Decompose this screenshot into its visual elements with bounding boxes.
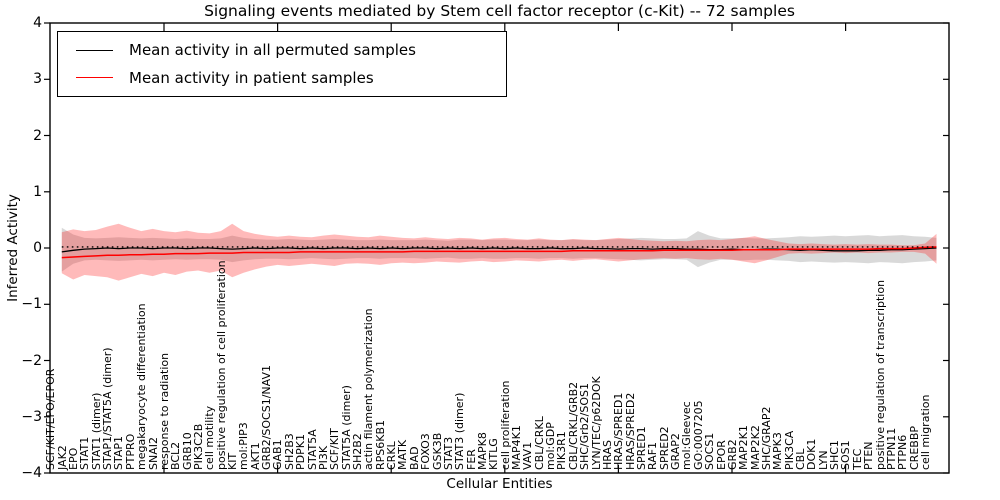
y-tick-label: 0 xyxy=(33,240,42,256)
x-category-label: SOCS1 xyxy=(703,432,717,470)
x-category-label: GRB10 xyxy=(180,432,194,470)
patient-mean-line xyxy=(61,246,937,259)
x-category-label: MAPK3 xyxy=(771,432,785,470)
x-category-label: JAK2 xyxy=(55,445,69,470)
x-category-label: VAV1 xyxy=(521,441,535,470)
x-category-label: cell migration xyxy=(919,394,932,470)
y-tick-label: −1 xyxy=(21,296,42,313)
x-category-label: CREBBP xyxy=(907,426,921,470)
x-category-label: HRAS/SPRED2 xyxy=(623,392,637,470)
x-category-label: positive regulation of cell proliferatio… xyxy=(214,260,228,470)
x-category-label: actin filament polymerization xyxy=(362,308,376,470)
x-category-label: GSK3B xyxy=(430,432,444,470)
legend-label-patient: Mean activity in patient samples xyxy=(129,68,374,87)
x-category-label: STAT1 xyxy=(78,436,92,470)
x-category-label: GAB1 xyxy=(271,439,285,470)
x-category-label: MAP2K2 xyxy=(748,425,762,470)
legend-line-permuted-icon xyxy=(76,49,113,51)
x-category-label: STAT5A xyxy=(305,429,319,470)
y-tick-label: −2 xyxy=(21,352,42,369)
x-category-label: MATK xyxy=(396,439,410,470)
x-axis-label: Cellular Entities xyxy=(446,476,553,492)
legend: Mean activity in all permuted samples Me… xyxy=(57,31,507,97)
x-category-label: PDPK1 xyxy=(294,434,308,470)
x-category-label: FER xyxy=(464,449,478,470)
x-category-label: STAP1 xyxy=(112,435,126,470)
y-tick-label: −3 xyxy=(21,408,42,425)
y-tick-label: 1 xyxy=(33,183,42,200)
y-tick-label: 2 xyxy=(33,127,42,144)
patient-band xyxy=(61,223,937,281)
x-category-label: STAT3 (dimer) xyxy=(453,392,467,470)
x-category-label: SCF/KIT/EPO/EPOR xyxy=(44,368,58,470)
x-category-label: mol:PIP3 xyxy=(237,422,251,470)
legend-item-permuted: Mean activity in all permuted samples xyxy=(58,41,506,59)
y-tick-label: −4 xyxy=(21,465,42,481)
x-category-label: FOXO3 xyxy=(419,433,433,470)
x-category-label: STAT5A (dimer) xyxy=(339,385,353,470)
chart-title: Signaling events mediated by Stem cell f… xyxy=(204,2,795,20)
y-tick-label: 4 xyxy=(33,15,42,31)
x-category-label: cell motility xyxy=(203,405,217,470)
legend-label-permuted: Mean activity in all permuted samples xyxy=(129,41,416,60)
x-category-label: EPOR xyxy=(714,440,728,470)
x-category-label: LYN/TEC/p62DOK xyxy=(589,376,603,470)
x-category-label: DOK1 xyxy=(805,438,819,470)
legend-item-patient: Mean activity in patient samples xyxy=(58,69,506,87)
x-category-label: megakaryocyte differentiation xyxy=(135,303,149,470)
x-category-label: KITLG xyxy=(487,438,501,470)
permuted-band xyxy=(61,227,937,272)
x-category-label: PTEN xyxy=(862,441,876,470)
x-category-label: positive regulation of transcription xyxy=(873,279,887,470)
x-category-label: PIK3R1 xyxy=(555,431,569,470)
x-category-label: MAP2K1 xyxy=(737,425,751,470)
legend-line-patient-icon xyxy=(76,77,113,79)
y-tick-label: 3 xyxy=(33,71,42,88)
x-category-label: RAF1 xyxy=(646,441,660,470)
x-category-label: HRAS/SPRED1 xyxy=(612,392,626,470)
x-category-label: BCL2 xyxy=(169,441,183,470)
x-category-label: SOS1 xyxy=(839,440,853,470)
x-category-label: SNAI2 xyxy=(146,437,160,470)
x-category-label: PTPN6 xyxy=(896,434,910,470)
x-category-label: SCF/KIT xyxy=(328,428,342,470)
x-category-label: mol:Gleevec xyxy=(680,401,694,470)
x-category-label: SHC/Grb2/SOS1 xyxy=(578,383,592,470)
